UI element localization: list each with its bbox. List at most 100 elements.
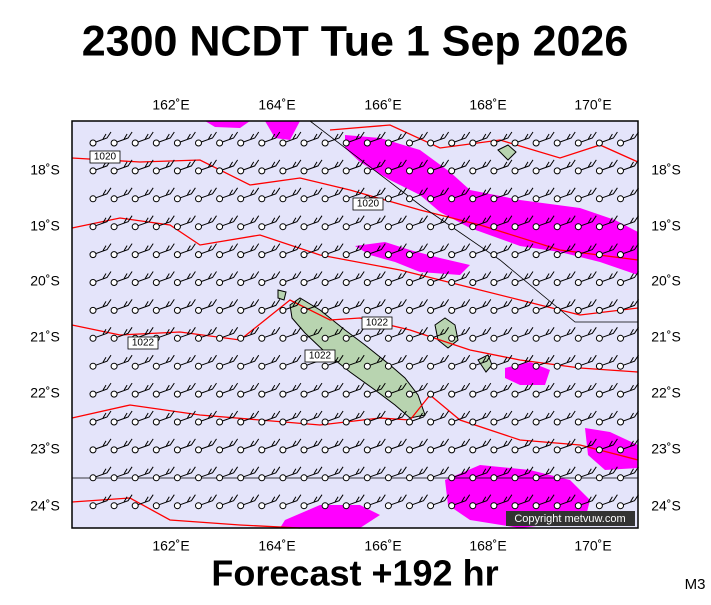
barb	[261, 410, 281, 423]
barb	[156, 271, 175, 283]
barb-station	[469, 306, 477, 314]
barb-station	[574, 362, 582, 370]
barb-station	[342, 390, 350, 398]
barb	[430, 159, 450, 172]
barb-station	[216, 139, 224, 147]
barb	[451, 354, 471, 367]
barb-station	[469, 362, 477, 370]
barb-station	[237, 390, 245, 398]
barb	[599, 159, 618, 172]
barb-station	[89, 167, 97, 175]
barb	[451, 131, 471, 144]
x-tick-label: 170˚E	[574, 538, 611, 554]
barb-station	[237, 279, 245, 286]
barb-station	[237, 139, 245, 147]
barb-station	[532, 306, 540, 314]
barb	[92, 494, 112, 507]
barb	[493, 327, 513, 339]
barb	[599, 382, 618, 395]
barb-station	[574, 195, 582, 203]
barb	[261, 466, 281, 479]
barb-station	[321, 390, 329, 398]
barb	[303, 410, 323, 423]
barb-station	[216, 167, 224, 175]
barb-station	[89, 306, 97, 314]
barb	[240, 438, 260, 451]
x-tick-label: 168˚E	[469, 538, 506, 554]
barb	[451, 299, 471, 311]
barb-station	[553, 139, 561, 147]
barb-station	[532, 362, 540, 370]
barb	[346, 159, 365, 172]
barb	[388, 159, 407, 172]
y-tick-label: 21˚S	[651, 329, 681, 345]
barb	[620, 187, 639, 200]
barb	[493, 131, 513, 144]
y-tick-label: 20˚S	[651, 273, 681, 289]
barb	[388, 131, 407, 144]
barb-station	[258, 362, 266, 370]
barb-station	[237, 195, 245, 203]
barb-station	[363, 446, 371, 454]
barb	[156, 187, 175, 200]
barb	[430, 243, 450, 256]
barb	[493, 159, 513, 172]
barb-station	[152, 279, 160, 286]
barb-station	[173, 167, 181, 175]
barb-station	[173, 251, 181, 259]
barb	[261, 131, 281, 144]
barb-station	[406, 223, 413, 231]
barb-station	[532, 474, 540, 482]
barb	[514, 410, 534, 423]
barb-station	[532, 418, 540, 426]
barb	[240, 187, 260, 200]
barb-station	[321, 502, 329, 510]
barb-station	[237, 418, 245, 426]
barb-station	[321, 279, 329, 286]
barb-station	[595, 306, 603, 314]
barb-station	[258, 418, 266, 426]
barb-station	[595, 502, 603, 510]
barb	[451, 271, 471, 283]
barb-station	[258, 390, 266, 398]
barb-station	[279, 362, 287, 370]
barb	[303, 382, 323, 395]
barb	[282, 131, 302, 144]
y-tick-label: 23˚S	[651, 441, 681, 457]
barb-station	[617, 334, 624, 342]
barb-station	[406, 306, 413, 314]
barb-station	[384, 390, 392, 398]
barb	[557, 438, 576, 451]
barb	[177, 354, 196, 367]
barb-station	[173, 362, 181, 370]
barb	[135, 159, 154, 172]
barb	[177, 466, 196, 479]
barb	[198, 131, 217, 144]
barb	[535, 271, 555, 283]
barb-station	[89, 390, 97, 398]
barb	[303, 131, 323, 144]
barb	[135, 215, 154, 228]
barb	[261, 215, 281, 228]
barb	[578, 243, 597, 256]
barb-station	[195, 418, 202, 426]
barb	[367, 271, 386, 283]
barb	[219, 466, 239, 479]
barb-station	[237, 167, 245, 175]
barb-station	[469, 279, 477, 286]
barb-station	[195, 446, 202, 454]
barb	[92, 410, 112, 423]
barb	[282, 494, 302, 507]
barb	[451, 243, 471, 256]
barb	[472, 438, 492, 451]
axis-labels: 162˚E 162˚E 164˚E 164˚E 166˚E 166˚E 168˚E 168˚E…	[30, 97, 681, 554]
barb	[535, 410, 555, 423]
barb-station	[195, 251, 202, 259]
barb-station	[553, 195, 561, 203]
barb	[324, 354, 344, 367]
barb	[92, 354, 112, 367]
barb-station	[131, 139, 139, 147]
barb	[135, 382, 154, 395]
barb	[135, 438, 154, 451]
barb-station	[406, 362, 413, 370]
